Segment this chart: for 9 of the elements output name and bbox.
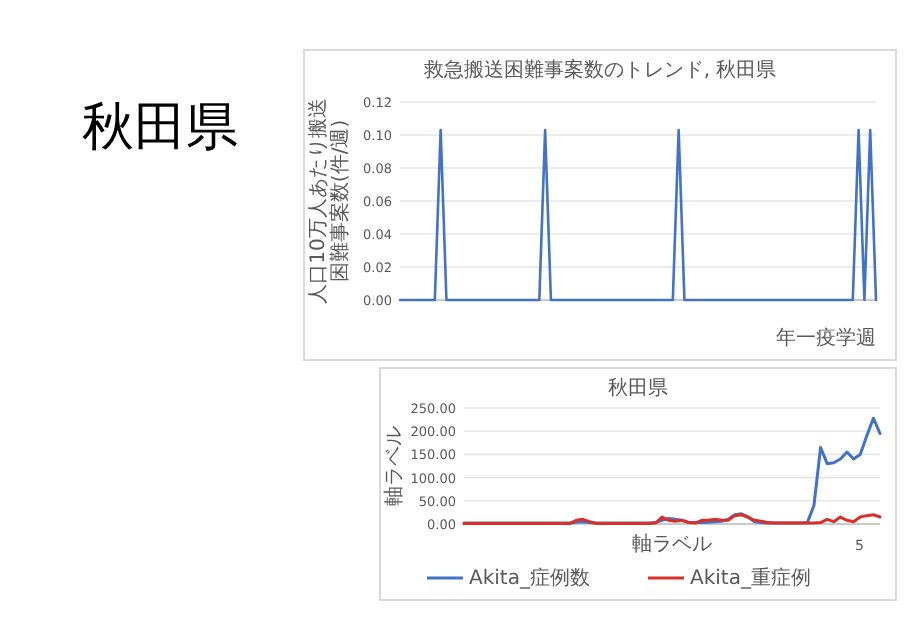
x-axis-title: 軸ラベル xyxy=(632,532,712,556)
chart-title: 秋田県 xyxy=(608,376,668,400)
y-axis-title: 軸ラベル xyxy=(382,426,406,506)
y-axis-title: 人口10万人あたり搬送困難事案数(件/週) xyxy=(306,98,352,304)
legend-label: Akita_症例数 xyxy=(469,566,590,590)
legend-label: Akita_重症例 xyxy=(690,566,811,590)
x-axis-title: 年一疫学週 xyxy=(776,326,876,350)
text: 秋田県 xyxy=(82,98,238,158)
chart-title: 救急搬送困難事案数のトレンド, 秋田県 xyxy=(421,58,777,82)
